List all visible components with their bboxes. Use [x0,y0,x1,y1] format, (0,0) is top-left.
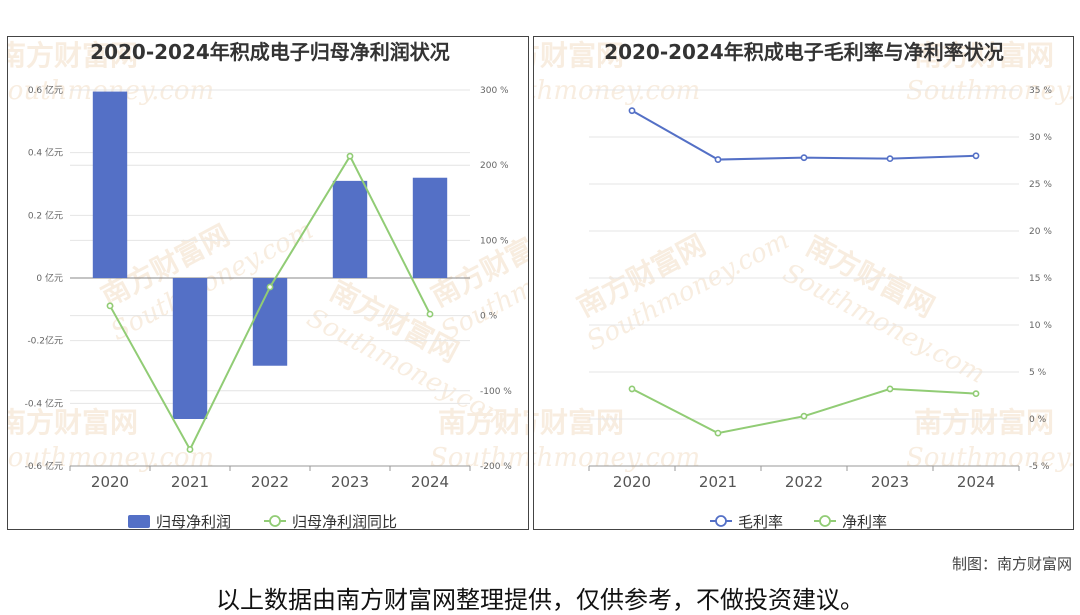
y-left-tick-label: 0 亿元 [36,272,63,284]
watermark-en: Southmoney.com [906,443,1073,473]
legend-marker [819,515,831,527]
data-point [972,152,980,160]
chart-panel-margins: 南方财富网 Southmoney.com 南方财富网 Southmoney.com 南方… [533,36,1074,530]
bar-2023 [332,180,368,278]
chart-title: 2020-2024年积成电子归母净利润状况 [90,40,450,64]
watermark-cn: 南方财富网 [534,406,624,439]
legend-label: 归母净利润同比 [292,513,397,529]
y-right-tick-label: -5 % [1029,462,1050,472]
x-tick-label: 2023 [871,473,909,491]
chart-title: 2020-2024年积成电子毛利率与净利率状况 [604,40,1004,64]
legend-label: 净利率 [842,513,887,529]
data-point [426,310,434,318]
legend-marker [715,515,727,527]
y-right-tick-label: 0 % [480,312,498,322]
watermark: 南方财富网 Southmoney.com [534,406,700,473]
chart-credit: 制图：南方财富网 [951,555,1072,573]
watermark: 南方财富网 Southmoney.com [906,39,1073,106]
net-profit-chart: 南方财富网 Southmoney.com 南方财富网 Southmoney.com 南方… [8,39,528,529]
bar-2024 [412,177,448,278]
watermark-en: Southmoney.com [534,443,700,473]
x-tick-label: 2024 [411,473,449,491]
legend-item: 归母净利润 [128,513,231,529]
x-tick-label: 2022 [785,473,823,491]
y-left-tick-label: 0.2 亿元 [28,209,63,221]
y-left-tick-label: 0.6 亿元 [28,84,63,96]
y-left-tick-label: 0.4 亿元 [28,147,63,159]
legend-label: 归母净利润 [156,513,231,529]
chart-panel-net-profit: 南方财富网 Southmoney.com 南方财富网 Southmoney.com 南方… [7,36,529,530]
y-right-tick-label: 5 % [1029,368,1047,378]
bar-2020 [92,91,128,278]
watermark-en: Southmoney.com [430,443,528,473]
watermark-en: Southmoney.com [906,76,1073,106]
y-right-tick-label: 25 % [1029,180,1052,190]
y-left-tick-label: -0.2亿元 [27,335,63,347]
legend-label: 毛利率 [738,513,783,529]
watermark-cn: 南方财富网 [8,406,138,439]
watermark-en: Southmoney.com [8,443,214,473]
data-point [800,154,808,162]
y-right-tick-label: 300 % [480,86,509,96]
data-point [886,385,894,393]
data-point [266,283,274,291]
y-right-tick-label: -200 % [480,462,512,472]
legend-marker [269,515,281,527]
x-tick-label: 2020 [613,473,651,491]
watermark-cn: 南方财富网 [8,39,138,72]
legend-item: 归母净利润同比 [264,513,397,529]
y-right-tick-label: 35 % [1029,86,1052,96]
y-left-tick-label: -0.4 亿元 [25,397,63,409]
data-point [346,152,354,160]
watermark-en: Southmoney.com [534,76,700,106]
watermark: 南方财富网 Southmoney.com [8,406,214,473]
data-point [800,412,808,420]
data-point [972,390,980,398]
data-point [714,156,722,163]
data-point [714,429,722,437]
bar-2022 [252,278,288,366]
watermark: 南方财富网 Southmoney.com [430,406,528,473]
y-right-tick-label: 15 % [1029,274,1052,284]
x-tick-label: 2021 [699,473,737,491]
watermark-group: 南方财富网 Southmoney.com 南方财富网 Southmoney.com 南方… [534,39,1073,473]
x-tick-label: 2020 [91,473,129,491]
data-point [106,302,114,310]
x-tick-label: 2024 [957,473,995,491]
y-left-tick-label: -0.6 亿元 [25,460,63,472]
watermark-cn: 南方财富网 [438,406,528,439]
legend-item: 净利率 [814,513,887,529]
margin-chart: 南方财富网 Southmoney.com 南方财富网 Southmoney.com 南方… [534,39,1073,529]
watermark-cn: 南方财富网 [914,39,1054,72]
data-point [886,155,894,163]
y-right-tick-label: 20 % [1029,227,1052,237]
data-point [628,385,636,393]
y-right-tick-label: 10 % [1029,321,1052,331]
x-tick-label: 2021 [171,473,209,491]
bar-2021 [172,278,208,419]
y-right-tick-label: 0 % [1029,415,1047,425]
legend-item: 毛利率 [710,513,783,529]
watermark-group: 南方财富网 Southmoney.com 南方财富网 Southmoney.com 南方… [8,39,528,473]
data-point [186,446,194,453]
watermark-cn: 南方财富网 [914,406,1054,439]
y-right-tick-label: -100 % [480,387,512,397]
series-line [631,109,977,161]
y-right-tick-label: 100 % [480,236,509,246]
x-tick-label: 2022 [251,473,289,491]
watermark: 南方财富网 Southmoney.com [906,406,1073,473]
watermark: 南方财富网 Southmoney.com [534,39,700,106]
y-right-tick-label: 200 % [480,161,509,171]
watermark-cn: 南方财富网 [534,39,624,72]
y-right-tick-label: 30 % [1029,133,1052,143]
disclaimer-note: 以上数据由南方财富网整理提供，仅供参考，不做投资建议。 [216,586,864,614]
data-point [628,107,636,115]
legend-swatch [128,515,150,528]
x-tick-label: 2023 [331,473,369,491]
